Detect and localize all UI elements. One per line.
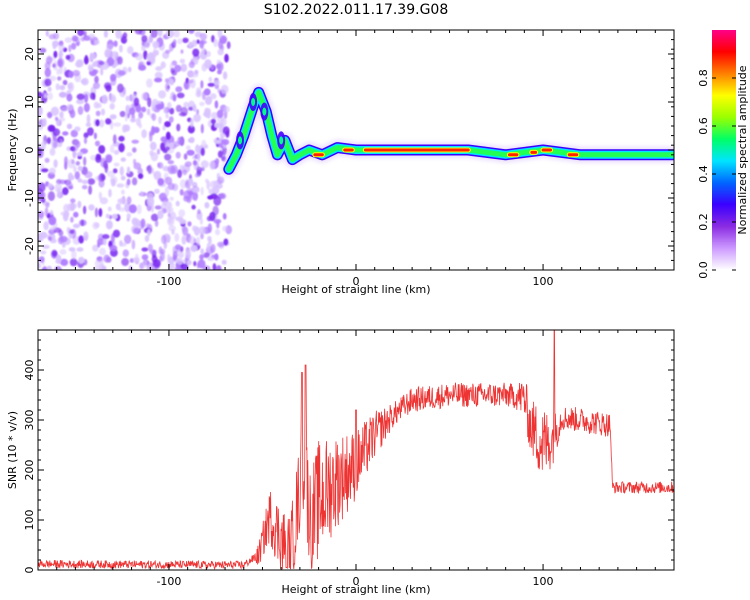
signal-blob [238, 136, 243, 145]
signal-blob [279, 136, 284, 145]
snr-y-axis-label: SNR (10 * v/v) [6, 411, 19, 489]
y-tick-label: 300 [23, 410, 36, 431]
spectrogram-y-axis-label: Frequency (Hz) [6, 109, 19, 192]
colorbar-tick-label: 0.8 [697, 69, 710, 87]
chart-title: S102.2022.011.17.39.G08 [264, 2, 449, 18]
colorbar-tick-label: 0.6 [697, 117, 710, 135]
snr-axes: -100 0 100 0 100 200 300 400 [23, 329, 675, 588]
y-tick-label: 0 [23, 567, 36, 574]
x-tick-label: 0 [353, 275, 360, 288]
colorbar-ticks: 0.0 0.2 0.4 0.6 0.8 [697, 69, 736, 279]
y-tick-label: 400 [23, 360, 36, 381]
x-tick-label: 100 [533, 275, 554, 288]
x-tick-label: -100 [156, 575, 181, 588]
colorbar: 0.0 0.2 0.4 0.6 0.8 Normalized spectral ampl… [697, 30, 749, 279]
colorbar-tick-label: 0.2 [697, 213, 710, 231]
spectrogram-image [38, 30, 674, 270]
y-tick-label: 100 [23, 510, 36, 531]
y-tick-label: -20 [23, 237, 36, 255]
spectrogram-x-axis-label: Height of straight line (km) [281, 283, 430, 296]
snr-x-axis-label: Height of straight line (km) [281, 583, 430, 596]
y-tick-label: 200 [23, 460, 36, 481]
x-tick-label: 100 [533, 575, 554, 588]
noise-speckles [38, 30, 232, 270]
colorbar-label: Normalized spectral amplitude [736, 65, 749, 234]
snr-panel: -100 0 100 0 100 200 300 400 Height of straight… [6, 329, 675, 596]
y-tick-label: 0 [23, 147, 36, 154]
x-tick-label: -100 [156, 275, 181, 288]
colorbar-tick-label: 0.4 [697, 165, 710, 183]
colorbar-gradient [712, 30, 736, 270]
snr-series-line [38, 330, 674, 570]
signal-blob [262, 107, 267, 116]
x-tick-label: 0 [353, 575, 360, 588]
y-tick-label: 10 [23, 95, 36, 109]
snr-frame [37, 329, 675, 571]
y-tick-label: 20 [23, 47, 36, 61]
signal-blob [251, 98, 256, 106]
y-tick-label: -10 [23, 189, 36, 207]
colorbar-tick-label: 0.0 [697, 261, 710, 279]
